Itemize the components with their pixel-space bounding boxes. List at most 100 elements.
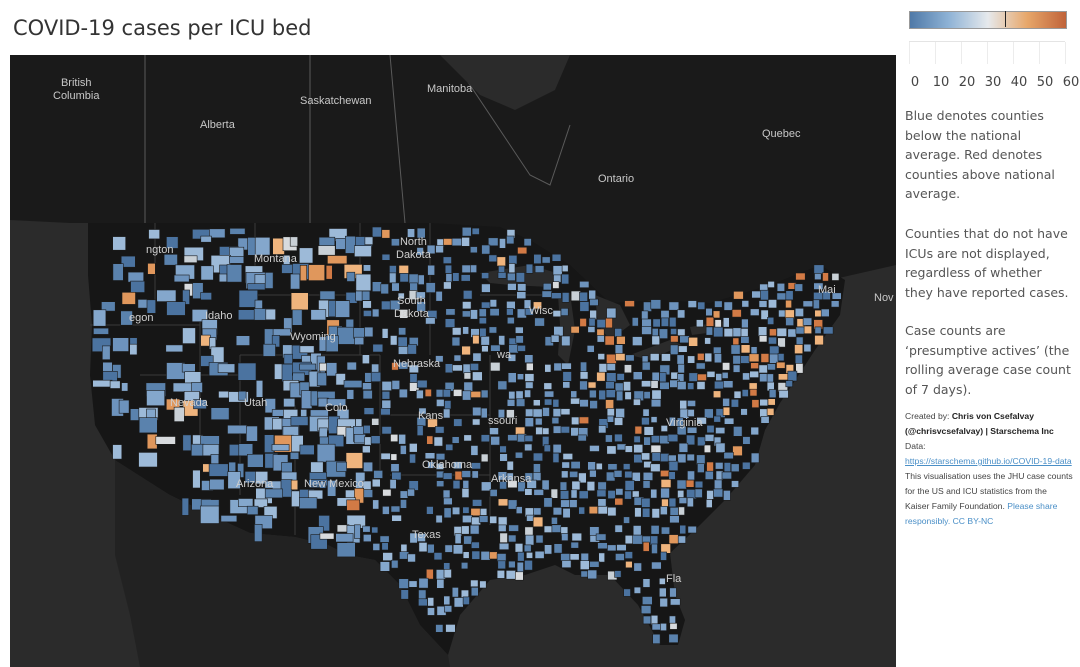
county-cell[interactable] (704, 470, 714, 480)
county-cell[interactable] (451, 238, 463, 247)
county-cell[interactable] (336, 461, 347, 472)
county-cell[interactable] (561, 533, 569, 541)
county-cell[interactable] (228, 461, 236, 473)
county-cell[interactable] (354, 524, 361, 539)
county-cell[interactable] (723, 451, 734, 460)
county-cell[interactable] (651, 623, 661, 631)
county-cell[interactable] (409, 453, 416, 464)
county-cell[interactable] (289, 236, 299, 247)
county-cell[interactable] (660, 469, 670, 477)
county-cell[interactable] (740, 336, 750, 344)
county-cell[interactable] (499, 453, 508, 462)
county-cell[interactable] (524, 443, 533, 452)
county-cell[interactable] (299, 265, 308, 282)
county-cell[interactable] (766, 363, 776, 371)
county-cell[interactable] (481, 283, 491, 293)
county-cell[interactable] (614, 417, 624, 426)
county-cell[interactable] (778, 389, 789, 399)
county-cell[interactable] (229, 256, 245, 264)
county-cell[interactable] (561, 461, 570, 469)
county-cell[interactable] (820, 308, 830, 317)
county-cell[interactable] (660, 487, 670, 499)
county-cell[interactable] (731, 480, 740, 488)
county-cell[interactable] (496, 569, 506, 579)
county-cell[interactable] (562, 371, 572, 382)
county-cell[interactable] (416, 425, 424, 436)
county-cell[interactable] (541, 479, 550, 491)
county-cell[interactable] (452, 480, 461, 490)
county-cell[interactable] (472, 371, 483, 381)
county-cell[interactable] (246, 505, 259, 516)
county-cell[interactable] (740, 328, 749, 338)
county-cell[interactable] (705, 316, 715, 327)
county-cell[interactable] (624, 445, 633, 453)
county-cell[interactable] (579, 281, 590, 289)
county-cell[interactable] (418, 542, 428, 553)
county-cell[interactable] (425, 317, 436, 325)
county-cell[interactable] (714, 462, 724, 470)
county-cell[interactable] (551, 524, 562, 533)
county-cell[interactable] (418, 589, 427, 600)
county-cell[interactable] (472, 352, 482, 362)
county-cell[interactable] (346, 499, 361, 511)
county-cell[interactable] (633, 586, 641, 594)
county-cell[interactable] (453, 418, 463, 427)
county-cell[interactable] (336, 542, 356, 558)
county-cell[interactable] (442, 472, 453, 480)
county-cell[interactable] (751, 290, 762, 299)
county-cell[interactable] (398, 433, 407, 445)
county-cell[interactable] (442, 256, 452, 264)
county-cell[interactable] (723, 327, 734, 338)
county-cell[interactable] (795, 336, 804, 346)
county-cell[interactable] (193, 399, 207, 410)
county-cell[interactable] (642, 541, 650, 552)
county-cell[interactable] (767, 398, 776, 406)
county-cell[interactable] (578, 416, 590, 424)
county-cell[interactable] (290, 273, 301, 290)
county-cell[interactable] (517, 481, 526, 492)
county-cell[interactable] (291, 309, 303, 326)
county-cell[interactable] (416, 389, 424, 399)
county-cell[interactable] (426, 244, 436, 255)
county-cell[interactable] (697, 352, 705, 361)
county-cell[interactable] (650, 398, 662, 408)
county-cell[interactable] (516, 373, 524, 381)
county-cell[interactable] (461, 227, 472, 237)
county-cell[interactable] (372, 543, 381, 551)
county-cell[interactable] (427, 264, 436, 276)
county-cell[interactable] (758, 335, 768, 343)
county-cell[interactable] (308, 264, 326, 281)
county-cell[interactable] (364, 236, 374, 245)
county-cell[interactable] (498, 335, 506, 346)
county-cell[interactable] (561, 362, 572, 370)
county-cell[interactable] (361, 290, 371, 301)
county-cell[interactable] (704, 434, 715, 442)
county-cell[interactable] (469, 264, 477, 273)
county-cell[interactable] (641, 596, 653, 605)
county-cell[interactable] (112, 444, 123, 460)
county-cell[interactable] (462, 290, 473, 300)
county-cell[interactable] (641, 326, 652, 335)
county-cell[interactable] (595, 462, 603, 470)
county-cell[interactable] (605, 399, 614, 410)
county-cell[interactable] (560, 426, 570, 434)
county-cell[interactable] (679, 335, 690, 344)
county-cell[interactable] (587, 326, 596, 333)
county-cell[interactable] (210, 407, 230, 421)
county-cell[interactable] (543, 497, 553, 508)
county-cell[interactable] (660, 479, 672, 488)
county-cell[interactable] (480, 434, 490, 443)
county-cell[interactable] (686, 497, 694, 508)
county-cell[interactable] (418, 598, 428, 607)
county-cell[interactable] (553, 274, 562, 283)
county-cell[interactable] (723, 462, 731, 472)
county-cell[interactable] (633, 444, 644, 454)
county-cell[interactable] (552, 408, 562, 417)
county-cell[interactable] (109, 380, 121, 389)
county-cell[interactable] (436, 578, 445, 589)
county-cell[interactable] (598, 425, 607, 434)
county-cell[interactable] (606, 445, 617, 455)
county-cell[interactable] (191, 382, 203, 393)
county-cell[interactable] (741, 318, 749, 329)
county-cell[interactable] (534, 265, 545, 273)
